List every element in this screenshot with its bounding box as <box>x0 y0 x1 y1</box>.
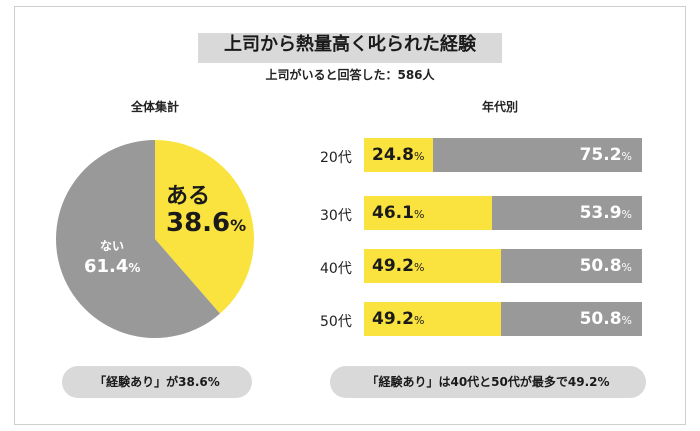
pie-no-unit: % <box>128 261 141 275</box>
bar-no-unit: % <box>621 261 632 274</box>
chart-title: 上司から熱量高く叱られた経験 <box>224 34 476 55</box>
bar-yes-unit: % <box>413 150 425 163</box>
chart-subtitle: 上司がいると回答した：586人 <box>265 68 435 82</box>
pie-yes-number: 38.6 <box>166 208 231 238</box>
bar-no-number: 50.8 <box>579 256 622 276</box>
bar-category-label: 20代 <box>320 150 352 166</box>
bar-no-number: 53.9 <box>579 203 622 223</box>
bar-no-number: 50.8 <box>579 309 622 329</box>
bar-yes-unit: % <box>413 314 425 327</box>
bar-yes-segment <box>364 138 433 172</box>
bar-no-value: 50.8% <box>580 302 632 338</box>
pie-section-title: 全体集計 <box>130 100 179 114</box>
bar-yes-segment <box>364 196 492 230</box>
bar-track: 24.8% 75.2% <box>364 138 642 172</box>
bar-section-title: 年代別 <box>481 100 518 114</box>
title-highlight <box>198 33 502 63</box>
bar-category-label: 40代 <box>320 261 352 277</box>
bar-yes-segment <box>364 302 501 336</box>
bar-no-value: 53.9% <box>580 196 632 232</box>
bar-no-value: 75.2% <box>580 138 632 174</box>
bar-category-label: 50代 <box>320 314 352 330</box>
bar-category-label: 30代 <box>320 208 352 224</box>
bar-no-value: 50.8% <box>580 249 632 285</box>
bar-yes-number: 49.2 <box>372 256 414 276</box>
bar-yes-number: 24.8 <box>372 145 414 165</box>
bar-yes-value: 49.2% <box>372 302 424 338</box>
bar-no-number: 75.2 <box>579 145 622 165</box>
pie-no-number: 61.4 <box>84 256 129 277</box>
bar-yes-value: 46.1% <box>372 196 424 232</box>
bar-track: 49.2% 50.8% <box>364 249 642 283</box>
bar-yes-segment <box>364 249 501 283</box>
bar-no-unit: % <box>621 208 632 221</box>
bar-no-unit: % <box>621 314 632 327</box>
bar-yes-unit: % <box>413 261 425 274</box>
bar-yes-value: 24.8% <box>372 138 424 174</box>
pie-no-label: ない <box>100 239 125 253</box>
pie-summary-note: 「経験あり」が38.6% <box>62 366 252 398</box>
bar-no-unit: % <box>621 150 632 163</box>
bar-track: 46.1% 53.9% <box>364 196 642 230</box>
pie-yes-unit: % <box>230 216 247 235</box>
bar-yes-number: 46.1 <box>372 203 414 223</box>
bar-summary-note: 「経験あり」は40代と50代が最多で49.2% <box>330 366 646 398</box>
bar-yes-number: 49.2 <box>372 309 414 329</box>
pie-yes-label: ある <box>166 184 211 209</box>
bar-yes-value: 49.2% <box>372 249 424 285</box>
pie-no-value: 61.4% <box>84 256 140 277</box>
bar-track: 49.2% 50.8% <box>364 302 642 336</box>
pie-yes-value: 38.6% <box>166 208 246 238</box>
bar-yes-unit: % <box>413 208 425 221</box>
